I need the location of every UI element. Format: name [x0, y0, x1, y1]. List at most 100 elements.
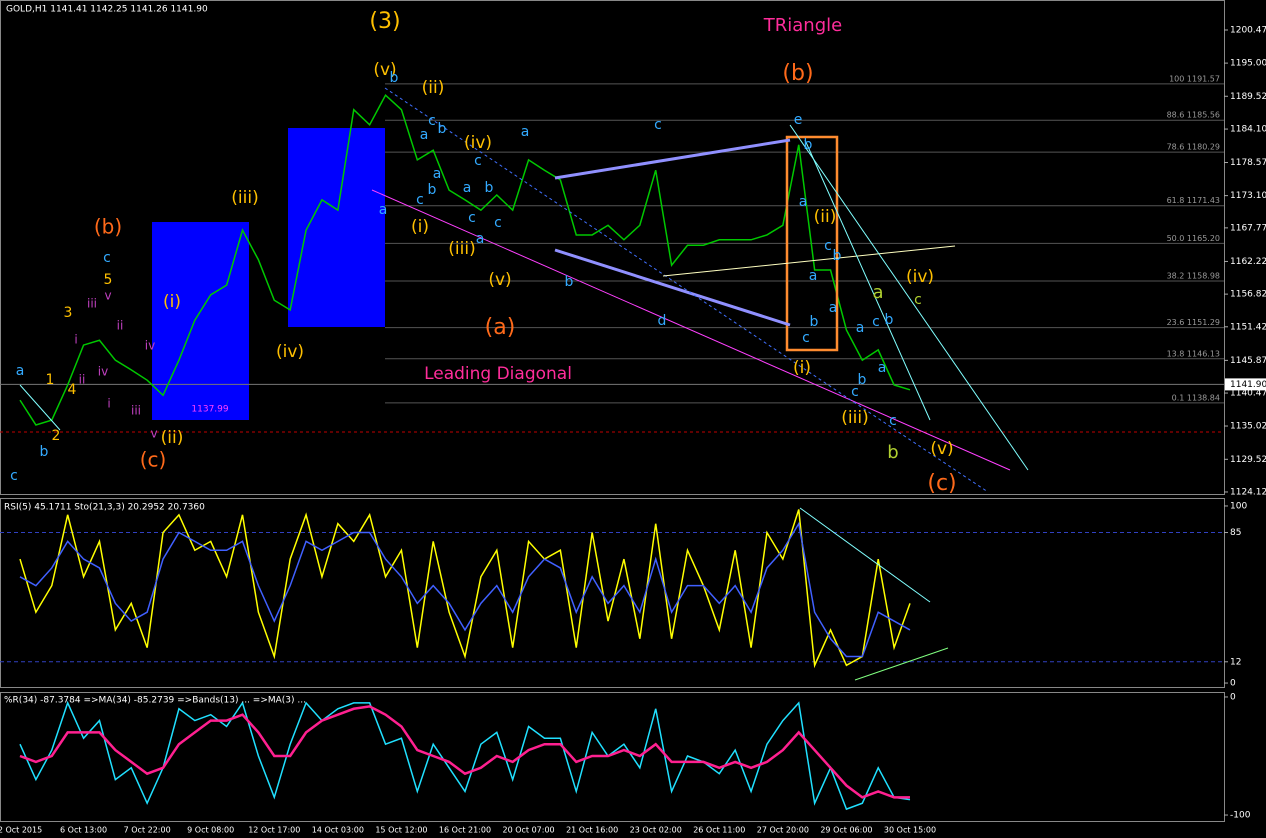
price-box [1225, 378, 1266, 391]
wave-label: e [794, 112, 803, 128]
wave-label: a [379, 202, 388, 218]
wave-label: c [428, 113, 436, 129]
wave-label: TRiangle [763, 15, 842, 36]
wave-label: c [914, 292, 922, 308]
trendline [854, 647, 949, 681]
chart-title: GOLD,H1 1141.41 1142.25 1141.26 1141.90 [6, 5, 208, 15]
series-line [19, 705, 910, 799]
wave-label: (ii) [422, 78, 445, 98]
x-tick-label: 9 Oct 08:00 [187, 826, 234, 835]
wave-label: b [804, 137, 813, 153]
y-tick-label: 1140.47 [1230, 389, 1266, 399]
wave-label: (iv) [276, 342, 304, 362]
y-tick-label: 1129.52 [1230, 455, 1266, 465]
wave-label: a [829, 300, 838, 316]
trendline [662, 245, 956, 277]
wave-label: (i) [411, 217, 429, 237]
y-tick-label: 0 [1230, 679, 1236, 689]
main-panel [0, 0, 1225, 495]
y-tick-label: -100 [1230, 811, 1251, 821]
wave-label: i [107, 397, 110, 411]
wave-label: (a) [485, 315, 516, 340]
triangle-box [785, 135, 839, 352]
wave-label: a [856, 320, 865, 336]
wave-label: a [420, 127, 429, 143]
rsi-title: RSI(5) 45.1711 Sto(21,3,3) 20.2952 20.73… [4, 503, 205, 513]
wave-label: c [654, 117, 662, 133]
wave-label: b [438, 121, 447, 137]
wave-label: (iii) [841, 408, 868, 428]
wave-label: b [485, 180, 494, 196]
y-tick-label: 1167.77 [1230, 223, 1266, 233]
x-tick-label: 23 Oct 02:00 [630, 826, 682, 835]
trendline [554, 138, 791, 180]
y-tick-label: 1189.52 [1230, 92, 1266, 102]
y-tick-label: 1184.10 [1230, 125, 1266, 135]
wave-label: (ii) [161, 428, 184, 448]
wave-label: b [833, 248, 842, 264]
y-tick-label: 85 [1230, 528, 1241, 538]
wave-label: (v) [930, 439, 953, 459]
x-tick-label: 20 Oct 07:00 [502, 826, 554, 835]
wave-label: (3) [369, 9, 400, 34]
wave-label: 2 [52, 428, 61, 444]
trendline [554, 248, 791, 327]
wave-label: a [878, 360, 887, 376]
fib-label: 78.6 1180.29 [1167, 143, 1220, 152]
wave-label: (iii) [231, 188, 258, 208]
y-tick-label: 1162.22 [1230, 257, 1266, 267]
x-tick-label: 14 Oct 03:00 [312, 826, 364, 835]
wave-label: b [858, 372, 867, 388]
wave-label: (c) [927, 471, 956, 496]
box [288, 128, 385, 327]
x-tick-label: 7 Oct 22:00 [124, 826, 171, 835]
wave-label: b [887, 442, 898, 463]
wave-label: c [824, 238, 832, 254]
y-tick-label: 1145.87 [1230, 356, 1266, 366]
wave-label: (b) [94, 215, 122, 239]
y-tick-label: 1156.82 [1230, 290, 1266, 300]
fib-label: 13.8 1146.13 [1167, 349, 1220, 358]
wave-label: b [810, 314, 819, 330]
fib-label: 0.1 1138.84 [1172, 393, 1220, 402]
wave-labels: (3) TRiangle (b) (v) (ii) (iv) (i) (iii) (v) (a) L… [10, 9, 956, 496]
wave-label: (iv) [464, 133, 492, 153]
y-tick-label: 1173.10 [1230, 191, 1266, 201]
wave-label: c [872, 314, 880, 330]
wave-label: (ii) [814, 207, 837, 227]
wave-label: (iv) [906, 267, 934, 287]
wave-label: c [468, 210, 476, 226]
series [0, 83, 1224, 811]
fib-label: 23.6 1151.29 [1167, 318, 1220, 327]
wave-label: 3 [64, 305, 73, 321]
wave-label: iv [98, 365, 108, 379]
wave-label: a [809, 268, 818, 284]
wave-label: a [16, 363, 25, 379]
trendlines [0, 87, 1224, 681]
wave-label: b [428, 182, 437, 198]
wave-label: iv [145, 339, 155, 353]
y-tick-label: 1135.02 [1230, 422, 1266, 432]
wave-label: (v) [488, 270, 511, 290]
y-tick-label: 1200.47 [1230, 26, 1266, 36]
wave-label: i [74, 333, 77, 347]
wave-label: c [474, 153, 482, 169]
wave-label: 5 [104, 272, 113, 288]
fib-label: 100 1191.57 [1169, 74, 1220, 83]
x-tick-label: 27 Oct 20:00 [757, 826, 809, 835]
wave-label: d [658, 313, 667, 329]
fib-label: 50.0 1165.20 [1167, 234, 1220, 243]
series-line [19, 521, 911, 658]
wave-label: ii [79, 373, 86, 387]
x-tick-label: 2 Oct 2015 [0, 826, 42, 835]
y-tick-label: 12 [1230, 657, 1241, 667]
x-tick-label: 15 Oct 12:00 [375, 826, 427, 835]
wave-label: (c) [140, 448, 167, 472]
wave-label: a [521, 124, 530, 140]
x-tick-label: 21 Oct 16:00 [566, 826, 618, 835]
wave-label: a [463, 180, 472, 196]
wave-label: Leading Diagonal [424, 364, 572, 384]
wave-label: b [40, 444, 49, 460]
wave-label: iii [131, 404, 141, 418]
x-tick-label: 12 Oct 17:00 [248, 826, 300, 835]
